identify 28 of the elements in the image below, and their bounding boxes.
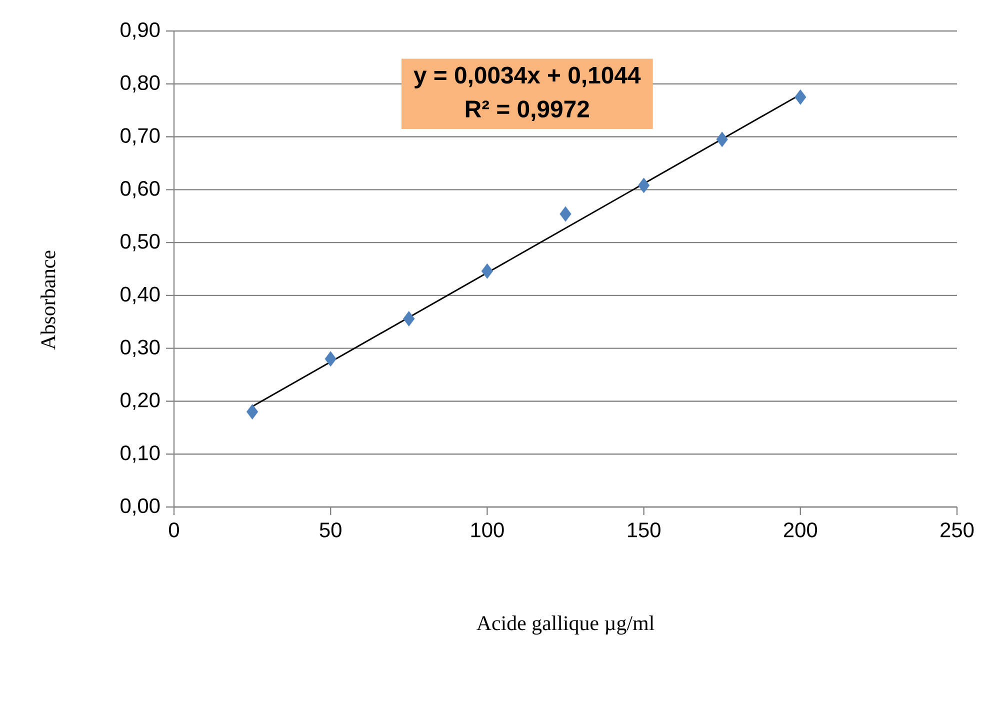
y-axis-title: Absorbance (40, 250, 56, 350)
point (716, 132, 728, 148)
point (638, 178, 650, 194)
x-tick-label: 250 (940, 522, 974, 538)
y-tick-label: 0,20 (120, 392, 160, 410)
y-tick-label: 0,30 (120, 340, 160, 357)
y-tick-label: 0,70 (120, 128, 160, 146)
x-tick-label: 100 (471, 522, 504, 538)
y-tick-label: 0,60 (120, 181, 160, 198)
point (246, 404, 258, 420)
annotation: y = 0,0034x + 0,1044 (414, 66, 641, 88)
point (403, 311, 415, 326)
y-tick-label: 0,80 (120, 75, 160, 93)
y-tick-label: 0,10 (120, 445, 160, 463)
point (481, 263, 494, 279)
x-axis-title: Acide gallique µg/ml (476, 616, 654, 635)
point (794, 89, 806, 105)
x-tick-label: 50 (320, 522, 342, 538)
point (560, 206, 572, 222)
y-tick-label: 0,50 (120, 234, 160, 252)
point (324, 351, 336, 367)
y-tick-label: 0,90 (120, 22, 160, 40)
x-tick-label: 150 (628, 522, 660, 538)
x-tick-label: 0 (168, 522, 179, 538)
y-tick-label: 0,40 (120, 286, 160, 304)
y-tick-label: 0,00 (120, 498, 160, 516)
x-tick-label: 200 (784, 522, 818, 538)
annotation: R² = 0,9972 (466, 100, 589, 121)
